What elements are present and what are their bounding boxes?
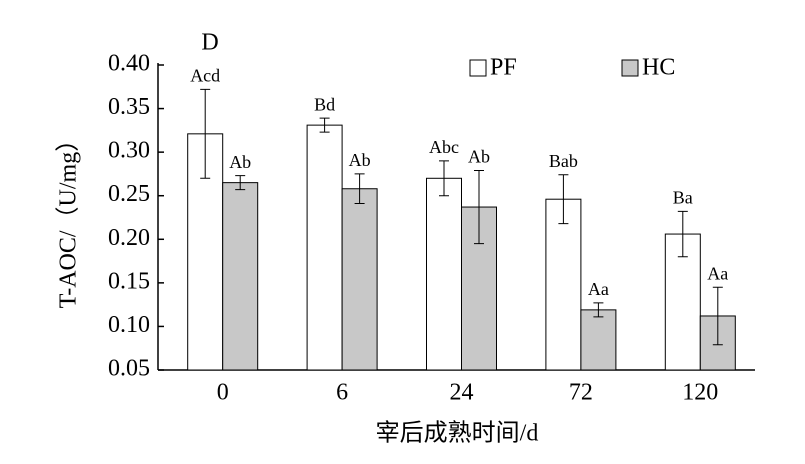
- bar: [222, 182, 259, 371]
- error-bar: [474, 169, 484, 245]
- error-bar: [235, 175, 246, 191]
- significance-label: Ba: [673, 188, 693, 208]
- y-tick-label: 0.15: [108, 268, 150, 294]
- bar: [426, 177, 462, 371]
- y-tick-label: 0.05: [108, 356, 150, 382]
- y-tick-label: 0.40: [108, 51, 150, 77]
- y-tick-label: 0.30: [108, 138, 150, 164]
- significance-label: Ab: [229, 152, 251, 172]
- significance-label: Aa: [588, 279, 609, 299]
- error-bar: [200, 88, 211, 179]
- x-tick-label: 120: [682, 380, 718, 406]
- legend-swatch: [621, 59, 639, 77]
- error-bar: [593, 302, 604, 318]
- panel-label: D: [201, 30, 218, 56]
- y-tick-label: 0.35: [108, 94, 150, 120]
- significance-label: Ab: [349, 150, 371, 170]
- x-tick-label: 0: [217, 380, 229, 406]
- x-axis-label: 宰后成熟时间/d: [376, 420, 539, 447]
- error-bar: [354, 173, 365, 205]
- error-bar: [677, 210, 688, 258]
- error-bar: [439, 160, 449, 197]
- significance-label: Abc: [429, 137, 459, 157]
- significance-label: Ab: [468, 147, 490, 167]
- significance-label: Acd: [190, 66, 220, 86]
- significance-label: Bab: [549, 151, 578, 171]
- y-axis-label: T-AOC/（U/mg）: [56, 128, 82, 308]
- x-tick-label: 72: [569, 380, 593, 406]
- bar: [580, 309, 617, 371]
- x-tick-label: 24: [450, 380, 474, 406]
- error-bar: [712, 286, 723, 346]
- y-tick-label: 0.25: [108, 181, 150, 207]
- bar: [341, 188, 378, 371]
- error-bar: [319, 117, 330, 133]
- significance-label: Bd: [314, 94, 335, 114]
- legend-swatch: [469, 59, 487, 77]
- y-tick-label: 0.20: [108, 225, 150, 251]
- bar: [545, 198, 582, 371]
- legend-label: PF: [490, 55, 517, 81]
- y-tick-label: 0.10: [108, 312, 150, 338]
- x-tick-label: 6: [336, 380, 348, 406]
- error-bar: [558, 174, 569, 225]
- legend-label: HC: [642, 55, 675, 81]
- bar: [306, 124, 343, 371]
- significance-label: Aa: [707, 263, 728, 283]
